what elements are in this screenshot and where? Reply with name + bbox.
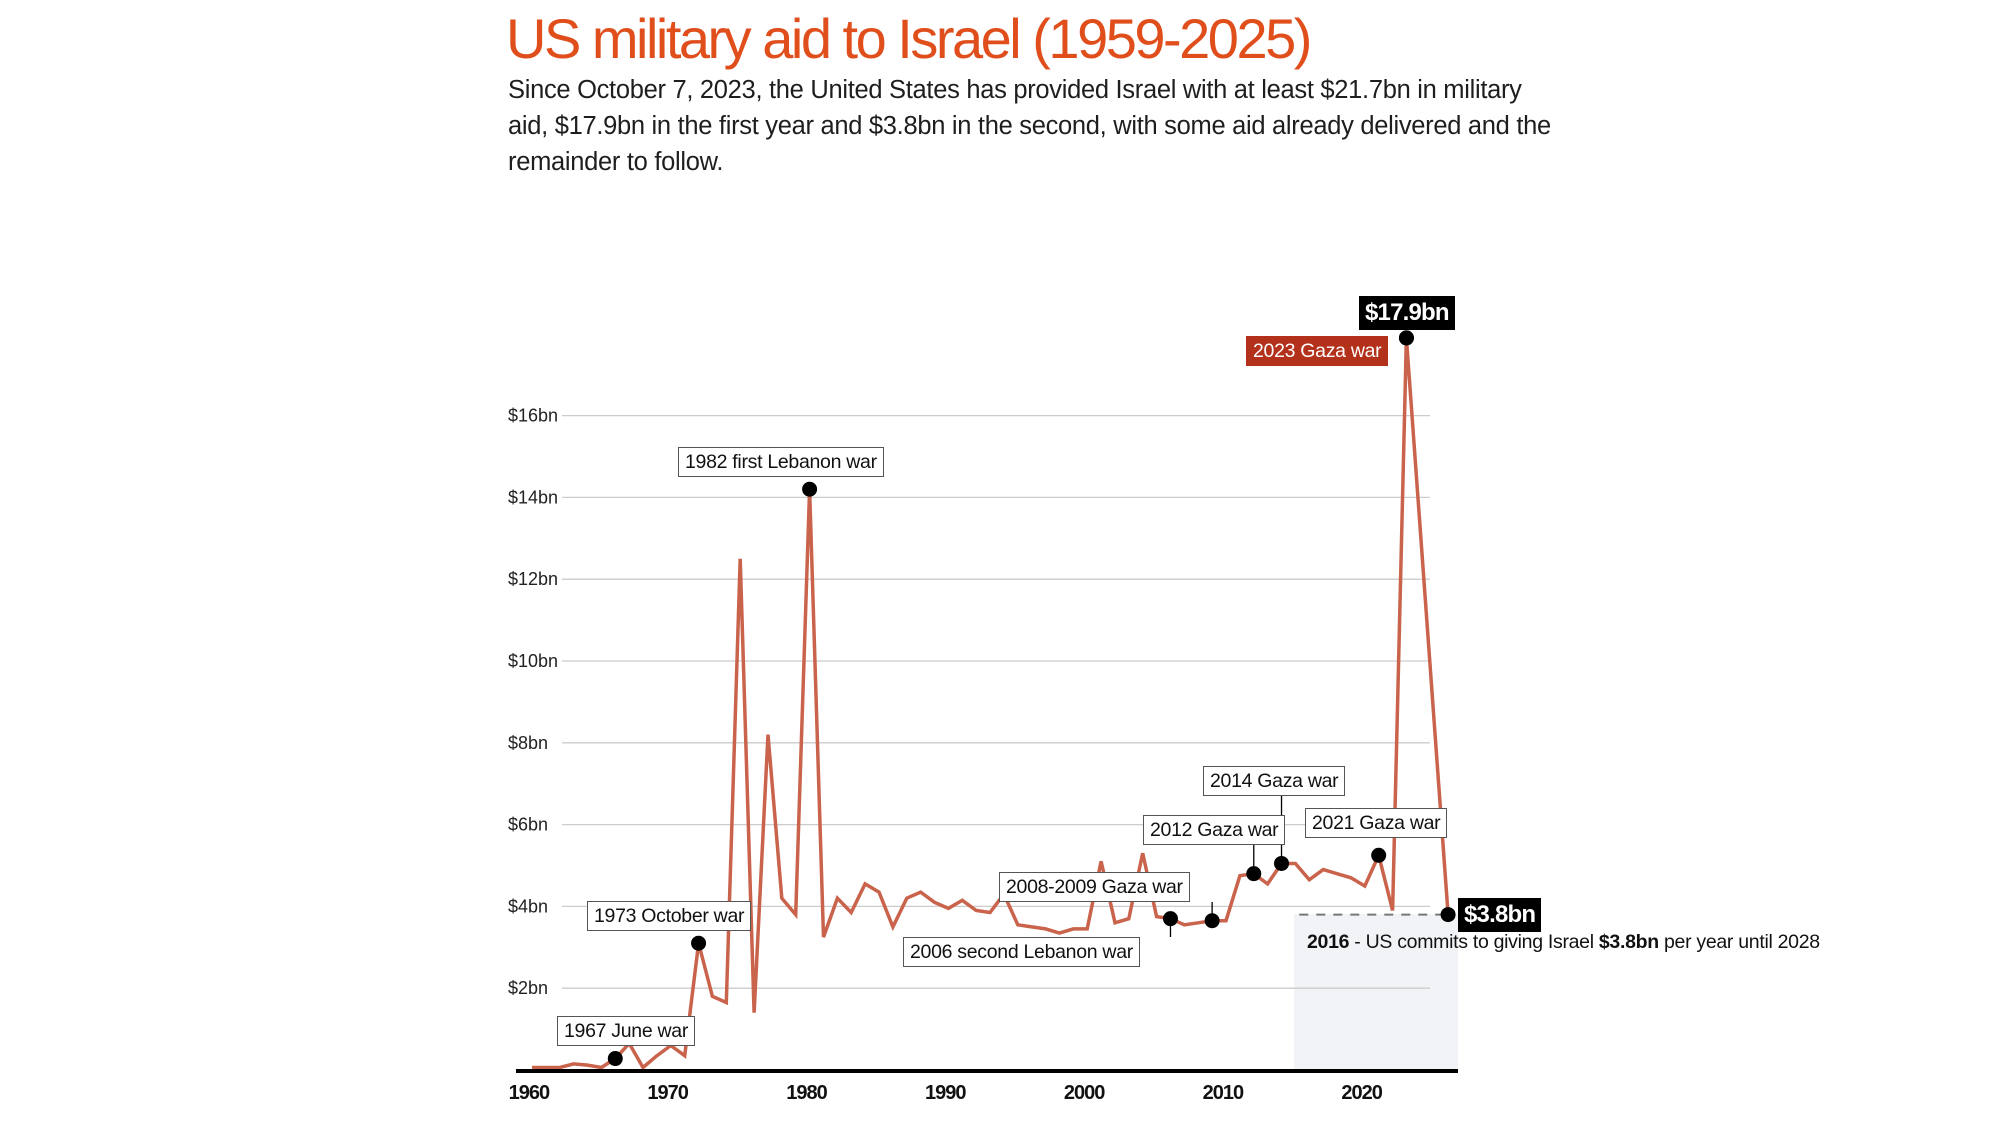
annotation-label: 2014 Gaza war bbox=[1203, 766, 1346, 796]
note-lead: - US commits to giving Israel bbox=[1349, 931, 1599, 953]
y-tick-label: $4bn bbox=[508, 896, 548, 916]
annotation-dot bbox=[691, 935, 707, 951]
annotation-dot bbox=[1274, 855, 1290, 871]
annotation-dot bbox=[1162, 911, 1178, 927]
y-tick-label: $10bn bbox=[508, 651, 558, 671]
annotation-label: 2008-2009 Gaza war bbox=[999, 872, 1190, 902]
note-value: $3.8bn bbox=[1598, 931, 1659, 953]
annotation-label: 1973 October war bbox=[587, 901, 752, 931]
note-box bbox=[1294, 914, 1458, 1069]
x-axis-ticks: 1960 1970 1980 1990 2000 2010 2020 bbox=[509, 1082, 1384, 1104]
y-axis-ticks: $2bn $4bn $6bn $8bn $10bn $12bn $14bn $16bn bbox=[508, 406, 558, 999]
x-tick-label: 1960 bbox=[509, 1082, 550, 1104]
annotation-label: 2012 Gaza war bbox=[1143, 815, 1286, 845]
annotation-dot bbox=[607, 1051, 623, 1067]
x-tick-label: 1970 bbox=[647, 1082, 688, 1104]
y-tick-label: $2bn bbox=[508, 978, 548, 998]
aid-series-line bbox=[532, 337, 1450, 1071]
annotation-dot bbox=[1204, 913, 1220, 929]
annotation-label: 1982 first Lebanon war bbox=[678, 447, 884, 477]
value-tag: $17.9bn bbox=[1359, 296, 1455, 330]
annotation-label: 2023 Gaza war bbox=[1246, 336, 1389, 366]
chart-subtitle: Since October 7, 2023, the United States… bbox=[508, 76, 1551, 176]
annotation-label: 2021 Gaza war bbox=[1305, 808, 1448, 838]
chart-title: US military aid to Israel (1959-2025) bbox=[506, 7, 1312, 70]
y-tick-label: $14bn bbox=[508, 487, 558, 507]
annotation-dot bbox=[802, 481, 818, 497]
y-tick-label: $8bn bbox=[508, 733, 548, 753]
note-tail: per year until 2028 bbox=[1658, 931, 1820, 953]
annotation-label: 1967 June war bbox=[557, 1016, 696, 1046]
x-tick-label: 1980 bbox=[786, 1082, 827, 1104]
y-tick-label: $16bn bbox=[508, 406, 558, 426]
annotation-label: 2006 second Lebanon war bbox=[903, 937, 1140, 967]
annotation-dot bbox=[1371, 847, 1387, 863]
value-dot bbox=[1398, 330, 1414, 346]
value-dot bbox=[1440, 907, 1456, 923]
note-text: 2016 - US commits to giving Israel $3.8b… bbox=[1307, 930, 1820, 954]
y-tick-label: $12bn bbox=[508, 569, 558, 589]
y-tick-label: $6bn bbox=[508, 815, 548, 835]
annotation-dot bbox=[1246, 866, 1262, 882]
x-tick-label: 1990 bbox=[925, 1082, 966, 1104]
x-tick-label: 2000 bbox=[1064, 1082, 1105, 1104]
annotation-dots bbox=[607, 330, 1456, 1067]
series-layer bbox=[532, 337, 1450, 1071]
x-tick-label: 2010 bbox=[1203, 1082, 1244, 1104]
value-tag: $3.8bn bbox=[1458, 898, 1542, 932]
x-tick-label: 2020 bbox=[1341, 1082, 1382, 1104]
note-year: 2016 bbox=[1307, 931, 1350, 953]
